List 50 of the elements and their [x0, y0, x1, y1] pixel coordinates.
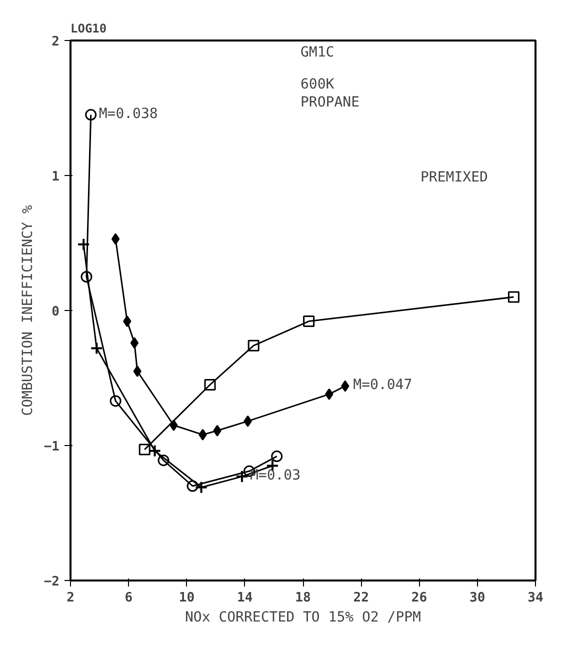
- x-tick-label: 34: [528, 590, 544, 606]
- annotation: 600K: [300, 76, 335, 92]
- point: [204, 379, 216, 390]
- y-tick-label: −2: [44, 574, 60, 590]
- x-tick-label: 22: [353, 590, 369, 606]
- point: [325, 388, 334, 400]
- annotation: M=0.047: [353, 377, 412, 394]
- x-tick-label: 30: [470, 590, 486, 606]
- point: [170, 420, 178, 431]
- point: [130, 337, 139, 349]
- point: [213, 424, 222, 436]
- point: [148, 444, 162, 458]
- point: [341, 380, 350, 392]
- point: [194, 480, 208, 494]
- point: [85, 109, 97, 120]
- point: [123, 316, 132, 328]
- y-tick-label: −1: [44, 440, 60, 454]
- x-tick-label: 18: [295, 590, 311, 606]
- point: [77, 238, 90, 251]
- point: [271, 450, 283, 462]
- point: [90, 342, 104, 355]
- point: [111, 233, 120, 245]
- point: [158, 454, 170, 466]
- point: [303, 316, 315, 328]
- x-tick-label: 14: [237, 590, 253, 606]
- annotation: M=0.03: [250, 468, 301, 484]
- x-tick-label: 2: [66, 590, 74, 606]
- point: [110, 395, 122, 407]
- annotation: M=0.038: [98, 106, 158, 122]
- x-tick-label: 10: [178, 590, 195, 606]
- point: [133, 366, 142, 377]
- annotation: GM1C: [300, 44, 334, 60]
- point: [198, 428, 207, 440]
- annotation: PROPANE: [300, 94, 360, 110]
- x-tick-label: 26: [411, 590, 428, 606]
- x-tick-label: 6: [124, 590, 133, 606]
- point: [80, 271, 92, 282]
- point: [138, 444, 150, 456]
- point: [186, 480, 198, 492]
- y-tick-label: 1: [52, 170, 60, 184]
- point: [508, 291, 520, 303]
- y-axis-title: COMBUSTION INEFFICIENCY %: [20, 204, 36, 416]
- y-tick-label: 2: [52, 34, 60, 50]
- y-tick-label: 0: [52, 304, 60, 320]
- point: [235, 470, 248, 484]
- x-axis-title: NOx CORRECTED TO 15% O2 /PPM: [185, 610, 422, 626]
- point: [248, 340, 260, 352]
- point: [244, 415, 252, 427]
- chart-subtitle: LOG10: [70, 22, 107, 36]
- annotation: PREMIXED: [420, 170, 488, 186]
